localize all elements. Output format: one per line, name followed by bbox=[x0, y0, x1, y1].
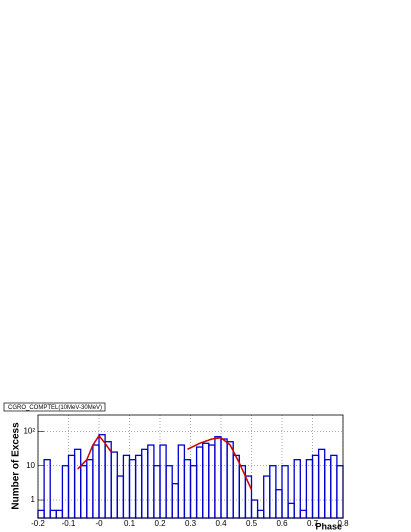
x-tick-label: -0.2 bbox=[31, 519, 45, 528]
x-tick-label: 0.6 bbox=[276, 519, 288, 528]
x-tick-label: 0.2 bbox=[154, 519, 166, 528]
x-tick-label: 0.8 bbox=[337, 519, 349, 528]
x-tick-label: 0.5 bbox=[246, 519, 258, 528]
x-tick-label: 0.4 bbox=[215, 519, 227, 528]
x-tick-label: 0.1 bbox=[124, 519, 136, 528]
x-axis-label: Phase bbox=[315, 521, 342, 531]
x-tick-label: 0.7 bbox=[307, 519, 319, 528]
plot-frame bbox=[37, 414, 344, 519]
y-tick-label: 1 bbox=[31, 495, 36, 504]
title-box bbox=[3, 402, 106, 412]
y-axis-label: Number of Excess bbox=[11, 422, 22, 510]
chart-title: CGRO_COMPTEL(10MeV-30MeV) bbox=[8, 405, 102, 411]
y-tick-label: 10 bbox=[26, 461, 35, 470]
x-tick-label: -0 bbox=[95, 519, 103, 528]
fit-curve bbox=[77, 434, 112, 470]
fit-curve bbox=[187, 437, 253, 491]
x-tick-label: 0.3 bbox=[185, 519, 197, 528]
y-tick-label: 10² bbox=[23, 426, 35, 435]
x-tick-label: -0.1 bbox=[62, 519, 76, 528]
